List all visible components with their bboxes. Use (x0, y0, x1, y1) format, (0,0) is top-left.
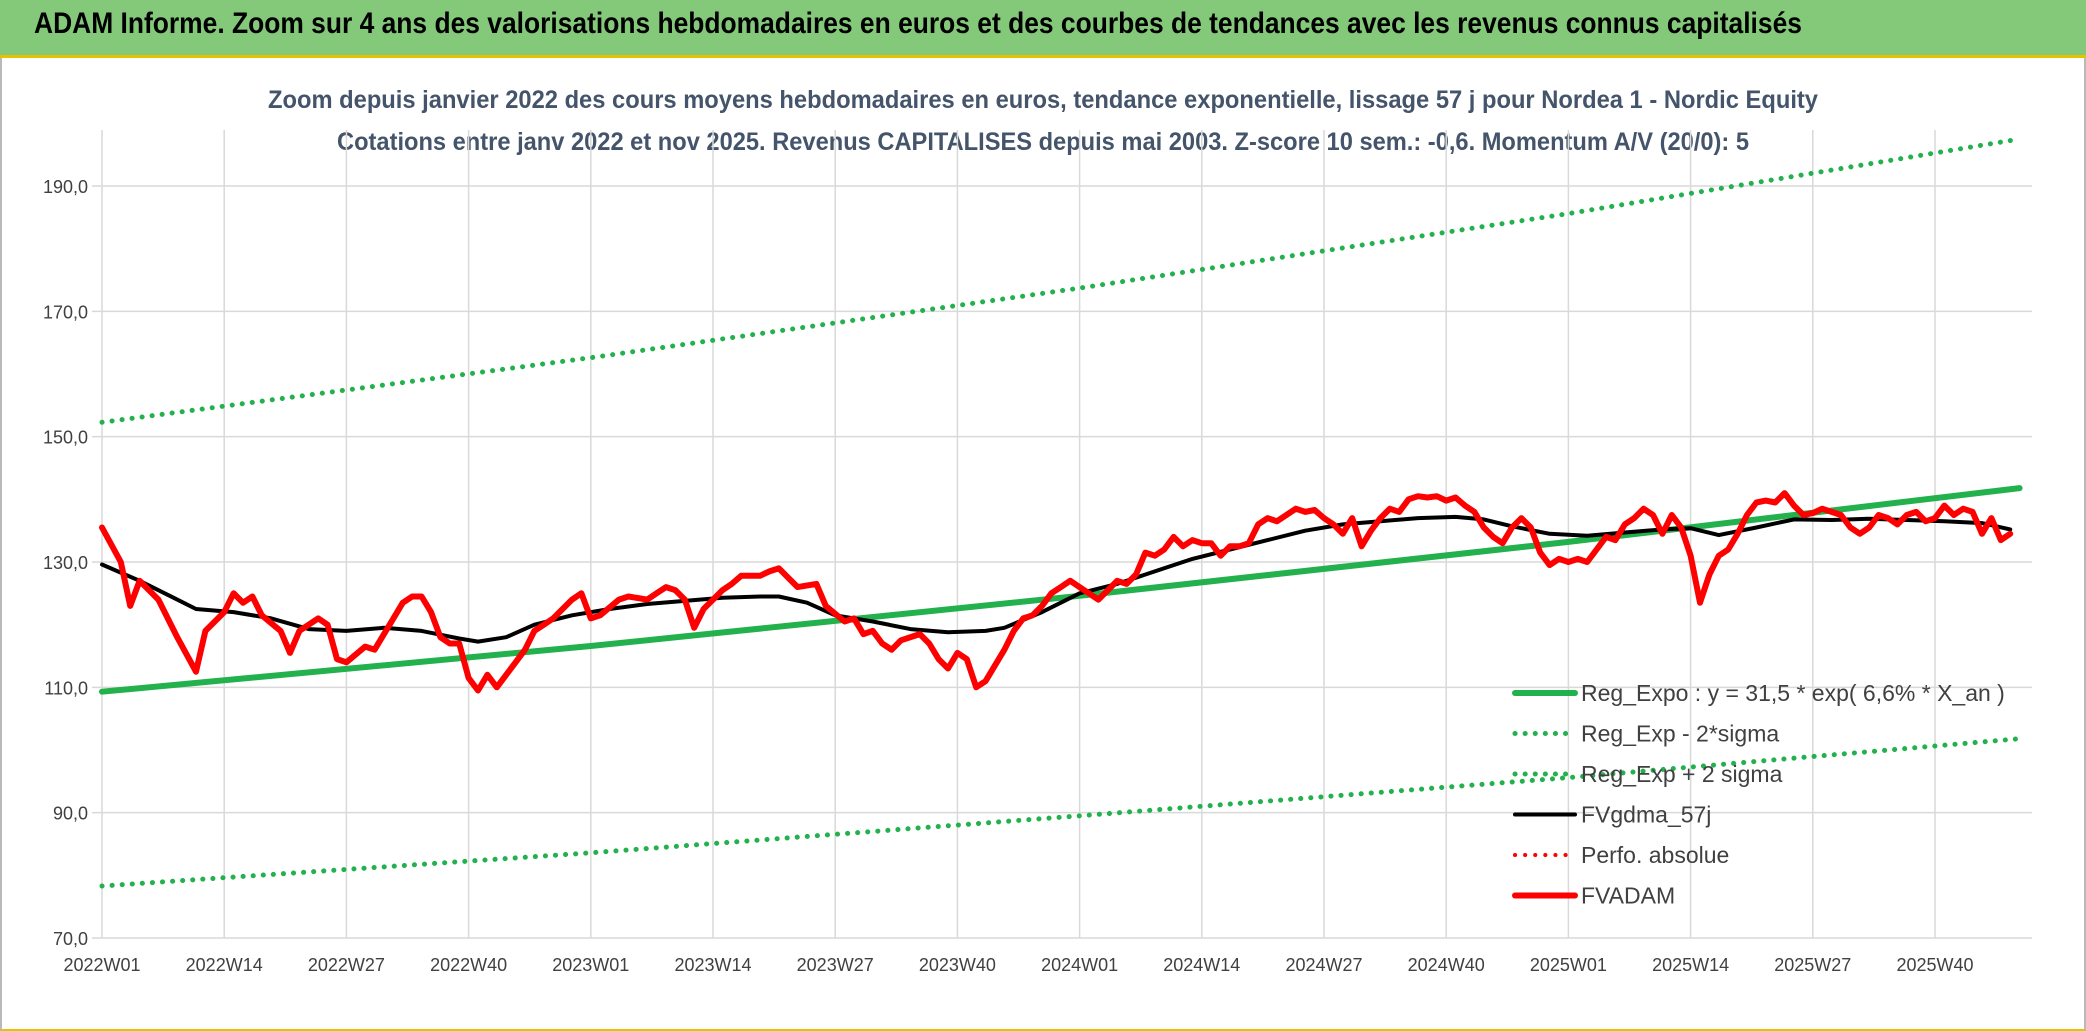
y-tick-label: 150,0 (43, 428, 88, 448)
y-tick-label: 170,0 (43, 302, 88, 322)
x-tick-label: 2023W40 (919, 955, 996, 975)
legend-label-0: Reg_Expo : y = 31,5 * exp( 6,6% * X_an ) (1581, 680, 2005, 706)
chart-gridlines (92, 130, 2032, 939)
report-banner: ADAM Informe. Zoom sur 4 ans des valoris… (0, 0, 2086, 58)
legend-label-3: FVgdma_57j (1581, 802, 1711, 828)
chart-frame: Zoom depuis janvier 2022 des cours moyen… (0, 58, 2086, 1031)
x-tick-label: 2024W40 (1408, 955, 1485, 975)
y-tick-label: 90,0 (53, 804, 88, 824)
report-title: ADAM Informe. Zoom sur 4 ans des valoris… (34, 7, 1802, 40)
legend-label-1: Reg_Exp - 2*sigma (1581, 721, 1779, 747)
series-line-0 (99, 485, 2023, 695)
x-tick-label: 2025W01 (1530, 955, 1607, 975)
y-tick-label: 110,0 (44, 678, 88, 698)
x-tick-label: 2022W27 (308, 955, 385, 975)
chart-title: Zoom depuis janvier 2022 des cours moyen… (268, 86, 1818, 114)
x-tick-label: 2025W14 (1652, 955, 1729, 975)
x-tick-label: 2024W14 (1163, 955, 1240, 975)
y-tick-label: 70,0 (53, 929, 88, 949)
x-axis-ticks: 2022W01 2022W14 2022W27 2022W40 2023W01 2023W… (63, 955, 1973, 975)
chart-series (99, 136, 2023, 889)
series-line-2 (99, 136, 2023, 425)
chart-legend: Reg_Expo : y = 31,5 * exp( 6,6% * X_an )… (1512, 680, 2005, 909)
legend-label-5: FVADAM (1581, 883, 1675, 909)
legend-label-2: Reg_Exp + 2 sigma (1581, 761, 1783, 787)
legend-label-4: Perfo. absolue (1581, 842, 1729, 868)
chart-subtitle: Cotations entre janv 2022 et nov 2025. R… (337, 128, 1749, 156)
y-tick-label: 190,0 (43, 177, 88, 197)
series-line-1 (99, 736, 2023, 889)
y-axis-ticks: 70,0 90,0 110,0 130,0 150,0 170,0 190,0 (43, 177, 88, 949)
y-tick-label: 130,0 (43, 553, 88, 573)
x-tick-label: 2023W14 (674, 955, 751, 975)
trend-chart: Zoom depuis janvier 2022 des cours moyen… (43, 86, 2032, 975)
x-tick-label: 2022W14 (186, 955, 263, 975)
series-line-5 (99, 490, 2014, 694)
x-tick-label: 2024W27 (1285, 955, 1362, 975)
x-tick-label: 2022W40 (430, 955, 507, 975)
x-tick-label: 2023W27 (797, 955, 874, 975)
x-tick-label: 2024W01 (1041, 955, 1118, 975)
x-tick-label: 2023W01 (552, 955, 629, 975)
x-tick-label: 2025W40 (1896, 955, 1973, 975)
x-tick-label: 2025W27 (1774, 955, 1851, 975)
x-tick-label: 2022W01 (63, 955, 140, 975)
